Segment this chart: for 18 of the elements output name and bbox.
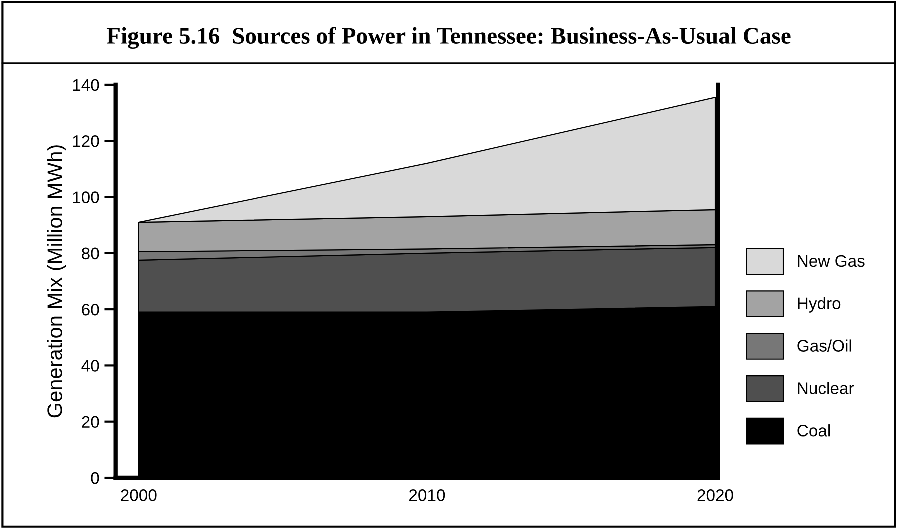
legend-label: Hydro [798, 297, 841, 313]
x-tick-label: 2010 [410, 490, 446, 502]
legend-label: New Gas [798, 255, 865, 268]
y-tick-label: 120 [73, 136, 100, 148]
legend-label: Nuclear [798, 382, 854, 394]
y-tick-label: 80 [82, 248, 100, 260]
y-axis-title: Generation Mix (Million MWh) [47, 146, 66, 418]
y-tick-label: 20 [82, 416, 100, 428]
chart-title: Figure 5.16 Sources of Power in Tennessee: Business-As-Usual Case [106, 27, 791, 50]
y-tick-label: 140 [73, 79, 100, 92]
y-tick-label: 100 [73, 192, 100, 204]
y-tick-label: 60 [82, 304, 100, 316]
y-tick-label: 40 [82, 360, 100, 372]
x-tick-label: 2020 [698, 490, 734, 502]
legend-label: Gas/Oil [798, 340, 852, 352]
y-tick-label: 0 [91, 472, 100, 484]
x-tick-label: 2000 [121, 490, 157, 502]
legend-label: Coal [798, 424, 830, 437]
